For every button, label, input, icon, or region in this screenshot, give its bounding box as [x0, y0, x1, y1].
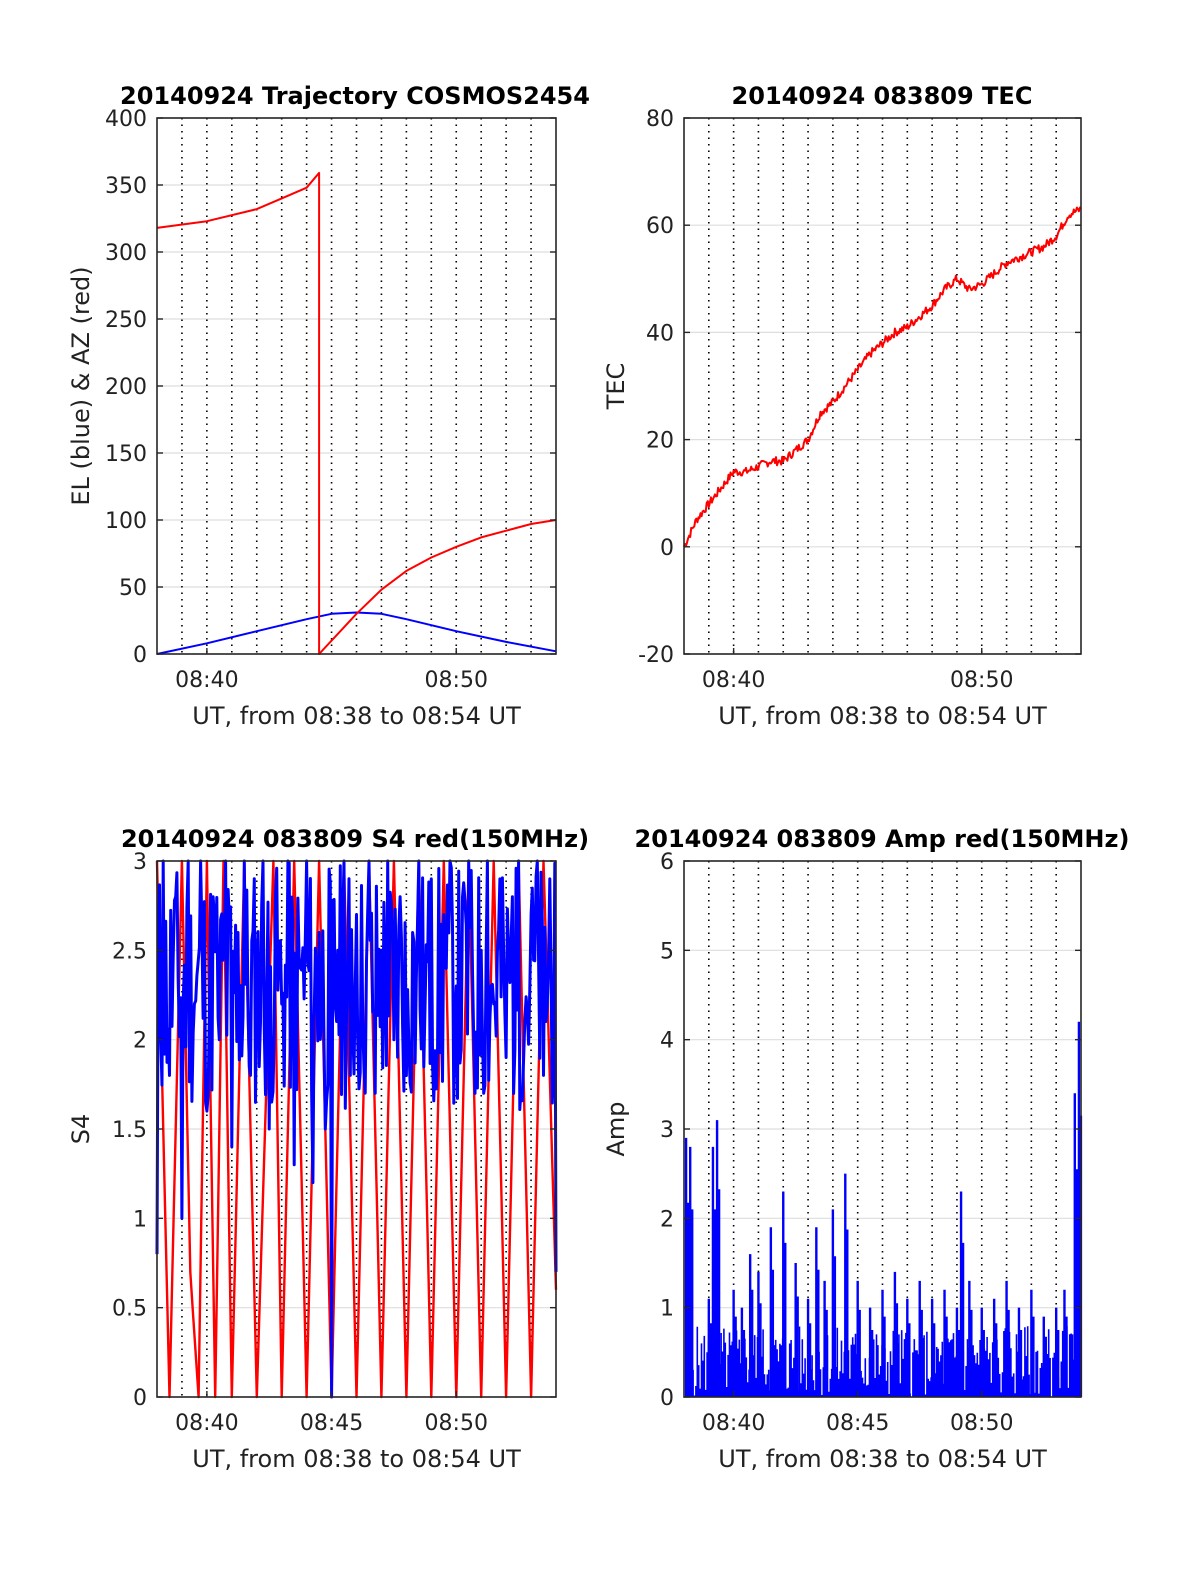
amp-peak: [881, 1289, 886, 1397]
chart-title: 20140924 Trajectory COSMOS2454: [120, 82, 590, 110]
x-tick-label: 08:50: [950, 1411, 1013, 1436]
amp-peak: [893, 1271, 899, 1397]
amp-peak: [806, 1298, 812, 1397]
amp-peak: [815, 1227, 820, 1397]
chart-title: 20140924 083809 S4 red(150MHz): [121, 825, 589, 853]
y-tick-label: 0.5: [112, 1297, 147, 1322]
amp-peak: [930, 1298, 936, 1397]
x-tick-label: 08:50: [425, 1411, 488, 1436]
y-axis-label: EL (blue) & AZ (red): [67, 266, 95, 505]
y-tick-label: 80: [646, 107, 674, 132]
x-tick-label: 08:40: [175, 1411, 238, 1436]
chart-title: 20140924 083809 TEC: [732, 82, 1033, 110]
series-line: [156, 171, 557, 655]
amp-peak: [711, 1146, 717, 1397]
amp-peak: [1005, 1280, 1010, 1397]
series-line: [683, 206, 1082, 548]
y-tick-label: 350: [105, 174, 147, 199]
amp-peak: [868, 1307, 874, 1397]
y-tick-label: 6: [660, 850, 674, 875]
y-tick-label: 60: [646, 214, 674, 239]
axes-frame: [683, 117, 1082, 655]
y-tick-label: 200: [105, 375, 147, 400]
amp-peak: [715, 1120, 721, 1397]
y-tick-label: 100: [105, 509, 147, 534]
y-tick-label: 1.5: [112, 1118, 147, 1143]
amp-peak: [943, 1289, 948, 1397]
y-tick-label: 1: [133, 1207, 147, 1232]
amp-peak: [856, 1280, 861, 1397]
y-tick-label: 250: [105, 308, 147, 333]
y-tick-label: 0: [660, 1386, 674, 1411]
y-tick-label: 1: [660, 1297, 674, 1322]
x-tick-label: 08:50: [950, 668, 1013, 693]
amp-peak: [707, 1298, 713, 1397]
y-tick-label: 2.5: [112, 939, 147, 964]
x-tick-label: 08:45: [300, 1411, 363, 1436]
y-tick-label: 0: [133, 1386, 147, 1411]
chart-title: 20140924 083809 Amp red(150MHz): [635, 825, 1130, 853]
amp-peak: [955, 1307, 961, 1397]
y-tick-label: 0: [660, 536, 674, 561]
amp-peak: [1054, 1307, 1060, 1397]
y-axis-label: Amp: [602, 1101, 630, 1156]
tec-chart: -20 0 20 40 60 80 08:40 08:50 20140924 083809 TE…: [602, 82, 1082, 730]
amp-peak: [748, 1254, 754, 1397]
y-tick-label: 50: [119, 576, 147, 601]
amp-peak: [831, 1209, 837, 1397]
y-tick-label: 400: [105, 107, 147, 132]
amp-peak: [1073, 1093, 1078, 1397]
y-axis-label: S4: [67, 1114, 95, 1145]
amp-peak: [794, 1263, 799, 1397]
y-tick-label: 3: [660, 1118, 674, 1143]
x-tick-label: 08:50: [425, 668, 488, 693]
x-tick-label: 08:40: [702, 1411, 765, 1436]
y-axis-label: TEC: [602, 363, 630, 411]
amp-peak: [823, 1280, 828, 1397]
amp-peak: [684, 1137, 690, 1397]
series-line: [155, 859, 558, 1399]
amp-peak: [769, 1227, 775, 1397]
x-axis-label: UT, from 08:38 to 08:54 UT: [192, 702, 521, 730]
y-tick-label: 2: [660, 1207, 674, 1232]
y-tick-label: 2: [133, 1029, 147, 1054]
y-tick-label: 4: [660, 1029, 674, 1054]
y-tick-label: 3: [133, 850, 147, 875]
s4-chart: 0 0.5 1 1.5 2 2.5 3 08:40 08:45 08:50 20140924 083…: [67, 825, 589, 1473]
amp-peak: [782, 1191, 787, 1397]
amp-peak: [968, 1280, 973, 1397]
y-tick-label: 20: [646, 429, 674, 454]
amp-peak: [992, 1298, 998, 1397]
amp-peak: [906, 1298, 911, 1397]
x-tick-label: 08:40: [702, 668, 765, 693]
amp-peak: [732, 1289, 737, 1397]
x-tick-label: 08:45: [826, 1411, 889, 1436]
amp-peak: [757, 1271, 762, 1397]
x-tick-label: 08:40: [175, 668, 238, 693]
y-tick-label: 150: [105, 442, 147, 467]
amp-peak: [1042, 1316, 1047, 1397]
x-axis-label: UT, from 08:38 to 08:54 UT: [718, 702, 1047, 730]
amp-peak: [740, 1307, 746, 1397]
amp-peak: [689, 1146, 694, 1397]
y-tick-label: -20: [638, 643, 674, 668]
amp-peak: [959, 1191, 965, 1397]
amp-peak: [1030, 1289, 1035, 1397]
amp-chart: 0 1 2 3 4 5 6 08:40 08:45 08:50 20140924 083809 Am…: [602, 825, 1129, 1473]
x-axis-label: UT, from 08:38 to 08:54 UT: [192, 1445, 521, 1473]
y-tick-label: 5: [660, 939, 674, 964]
x-axis-label: UT, from 08:38 to 08:54 UT: [718, 1445, 1047, 1473]
amp-peak: [1017, 1307, 1023, 1397]
amp-peak: [918, 1280, 923, 1397]
y-tick-label: 300: [105, 241, 147, 266]
y-tick-label: 40: [646, 321, 674, 346]
amp-peak: [980, 1307, 985, 1397]
amp-peak: [1063, 1289, 1068, 1397]
y-tick-label: 0: [133, 643, 147, 668]
amp-peak: [844, 1173, 849, 1397]
trajectory-chart: 0 50 100 150 200 250 300 350 400 08:40 08:50 201409…: [67, 82, 590, 730]
